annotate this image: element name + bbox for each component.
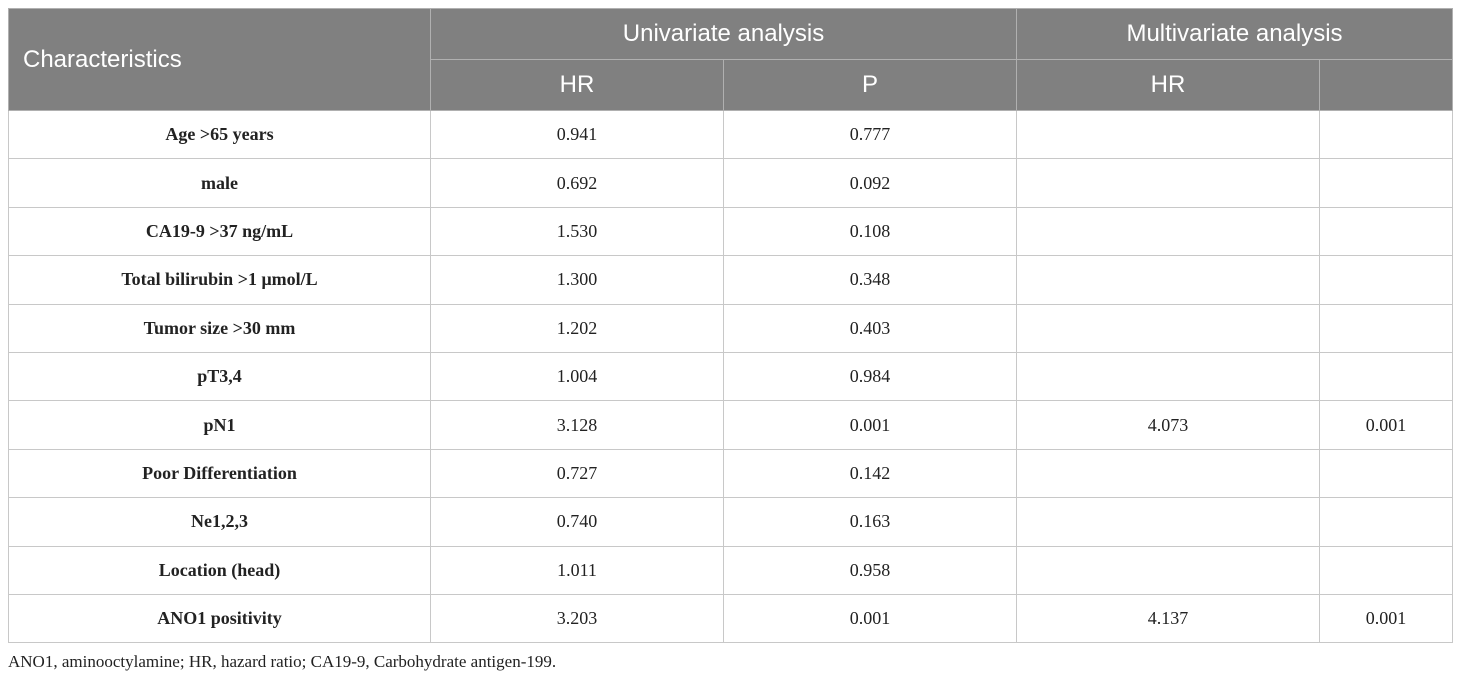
header-cell: P: [722, 59, 1018, 111]
cell: 0.001: [1319, 593, 1454, 644]
row-label: pT3,4: [8, 351, 431, 402]
cell: 0.692: [430, 158, 724, 208]
cell: [1016, 303, 1321, 353]
cell: 0.001: [722, 593, 1018, 644]
cell: [1319, 255, 1454, 305]
cell: 0.958: [722, 545, 1018, 595]
table-row: Ne1,2,3 0.740 0.163: [8, 497, 1454, 547]
results-table: Characteristics Univariate analysis Mult…: [8, 8, 1454, 644]
cell: [1016, 497, 1321, 547]
table-body: Age >65 years 0.941 0.777 male 0.692 0.092 CA1…: [8, 109, 1454, 644]
cell: 1.202: [430, 303, 724, 353]
table-row: Location (head) 1.011 0.958: [8, 545, 1454, 595]
cell: 0.108: [722, 206, 1018, 257]
cell: 0.163: [722, 497, 1018, 547]
row-label: Location (head): [8, 545, 431, 595]
table-row: Age >65 years 0.941 0.777: [8, 109, 1454, 160]
cell: [1016, 206, 1321, 257]
cell: [1319, 497, 1454, 547]
cell: [1319, 158, 1454, 208]
cell: 4.137: [1016, 593, 1321, 644]
cell: 1.300: [430, 255, 724, 305]
cell: [1319, 545, 1454, 595]
row-label: male: [8, 158, 431, 208]
cell: 3.128: [430, 400, 724, 450]
table-row: male 0.692 0.092: [8, 158, 1454, 208]
footnote: ANO1, aminooctylamine; HR, hazard ratio;…: [8, 652, 557, 671]
header-cell: Characteristics: [8, 8, 431, 111]
table-row: pN1 3.128 0.001 4.073 0.001: [8, 400, 1454, 450]
cell: 1.011: [430, 545, 724, 595]
table-row: Poor Differentiation 0.727 0.142: [8, 448, 1454, 499]
cell: 0.001: [722, 400, 1018, 450]
cell: 0.740: [430, 497, 724, 547]
cell: 3.203: [430, 593, 724, 644]
cell: 4.073: [1016, 400, 1321, 450]
header-cell: Univariate analysis: [429, 8, 1018, 60]
cell: [1016, 255, 1321, 305]
cell: [1319, 206, 1454, 257]
row-label: Age >65 years: [8, 109, 431, 160]
row-label: pN1: [8, 400, 431, 450]
row-label: Total bilirubin >1 μmol/L: [8, 255, 431, 305]
cell: 0.403: [722, 303, 1018, 353]
cell: 0.941: [430, 109, 724, 160]
cell: 1.530: [430, 206, 724, 257]
cell: [1016, 448, 1321, 499]
cell: [1319, 448, 1454, 499]
cell: [1319, 351, 1454, 402]
cell: [1016, 545, 1321, 595]
cell: 0.727: [430, 448, 724, 499]
row-label: Tumor size >30 mm: [8, 303, 431, 353]
header-cell: [1319, 59, 1454, 111]
table-row: ANO1 positivity 3.203 0.001 4.137 0.001: [8, 593, 1454, 644]
table-row: Total bilirubin >1 μmol/L 1.300 0.348: [8, 255, 1454, 305]
cell: [1016, 109, 1321, 160]
table-row: Tumor size >30 mm 1.202 0.403: [8, 303, 1454, 353]
row-label: Ne1,2,3: [8, 497, 431, 547]
cell: 0.092: [722, 158, 1018, 208]
header-cell: HR: [430, 59, 724, 111]
cell: 0.142: [722, 448, 1018, 499]
cell: [1016, 158, 1321, 208]
table-row: pT3,4 1.004 0.984: [8, 351, 1454, 402]
cell: 1.004: [430, 351, 724, 402]
cell: [1319, 109, 1454, 160]
row-label: CA19-9 >37 ng/mL: [8, 206, 431, 257]
header-cell: HR: [1016, 59, 1321, 111]
cell: 0.777: [722, 109, 1018, 160]
cell: 0.348: [722, 255, 1018, 305]
row-label: Poor Differentiation: [8, 448, 431, 499]
header-cell: Multivariate analysis: [1016, 8, 1454, 60]
cell: 0.001: [1319, 400, 1454, 450]
table-row: CA19-9 >37 ng/mL 1.530 0.108: [8, 206, 1454, 257]
row-label: ANO1 positivity: [8, 593, 431, 644]
cell: [1016, 351, 1321, 402]
cell: 0.984: [722, 351, 1018, 402]
cell: [1319, 303, 1454, 353]
